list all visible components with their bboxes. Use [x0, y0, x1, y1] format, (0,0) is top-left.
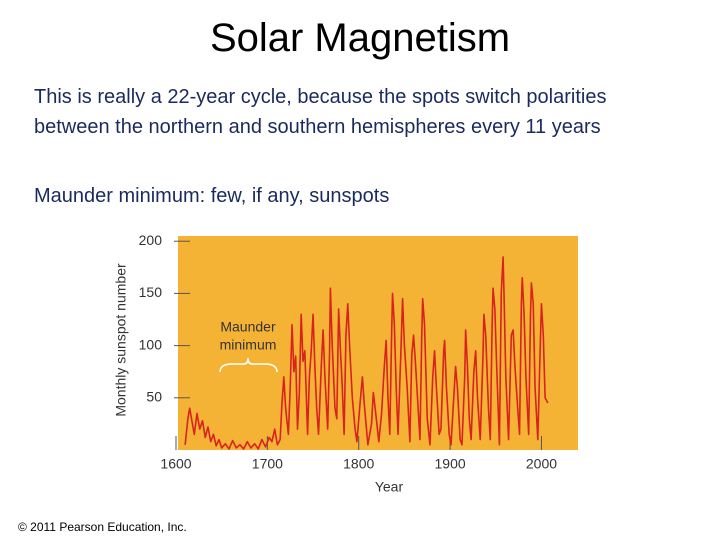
y-tick-label: 100	[139, 336, 163, 352]
x-tick-label: 1600	[160, 456, 191, 472]
annotation: minimum	[220, 337, 277, 353]
y-axis-label: Monthly sunspot number	[113, 263, 129, 417]
annotation: Maunder	[220, 319, 276, 335]
paragraph: This is really a 22-year cycle, because …	[34, 86, 607, 138]
x-tick-label: 2000	[526, 456, 557, 472]
x-tick-label: 1900	[435, 456, 466, 472]
y-tick-label: 150	[139, 284, 163, 300]
y-tick-label: 200	[139, 232, 163, 248]
paragraph: Maunder minimum: few, if any, sunspots	[34, 185, 390, 207]
slide-title: Solar Magnetism	[209, 16, 511, 60]
x-tick-label: 1800	[343, 456, 374, 472]
copyright: © 2011 Pearson Education, Inc.	[18, 520, 187, 534]
sunspot-line	[184, 256, 549, 450]
y-tick-label: 50	[146, 389, 162, 405]
x-tick-label: 1700	[252, 456, 283, 472]
x-axis-label: Year	[375, 479, 404, 495]
brace	[219, 357, 278, 373]
